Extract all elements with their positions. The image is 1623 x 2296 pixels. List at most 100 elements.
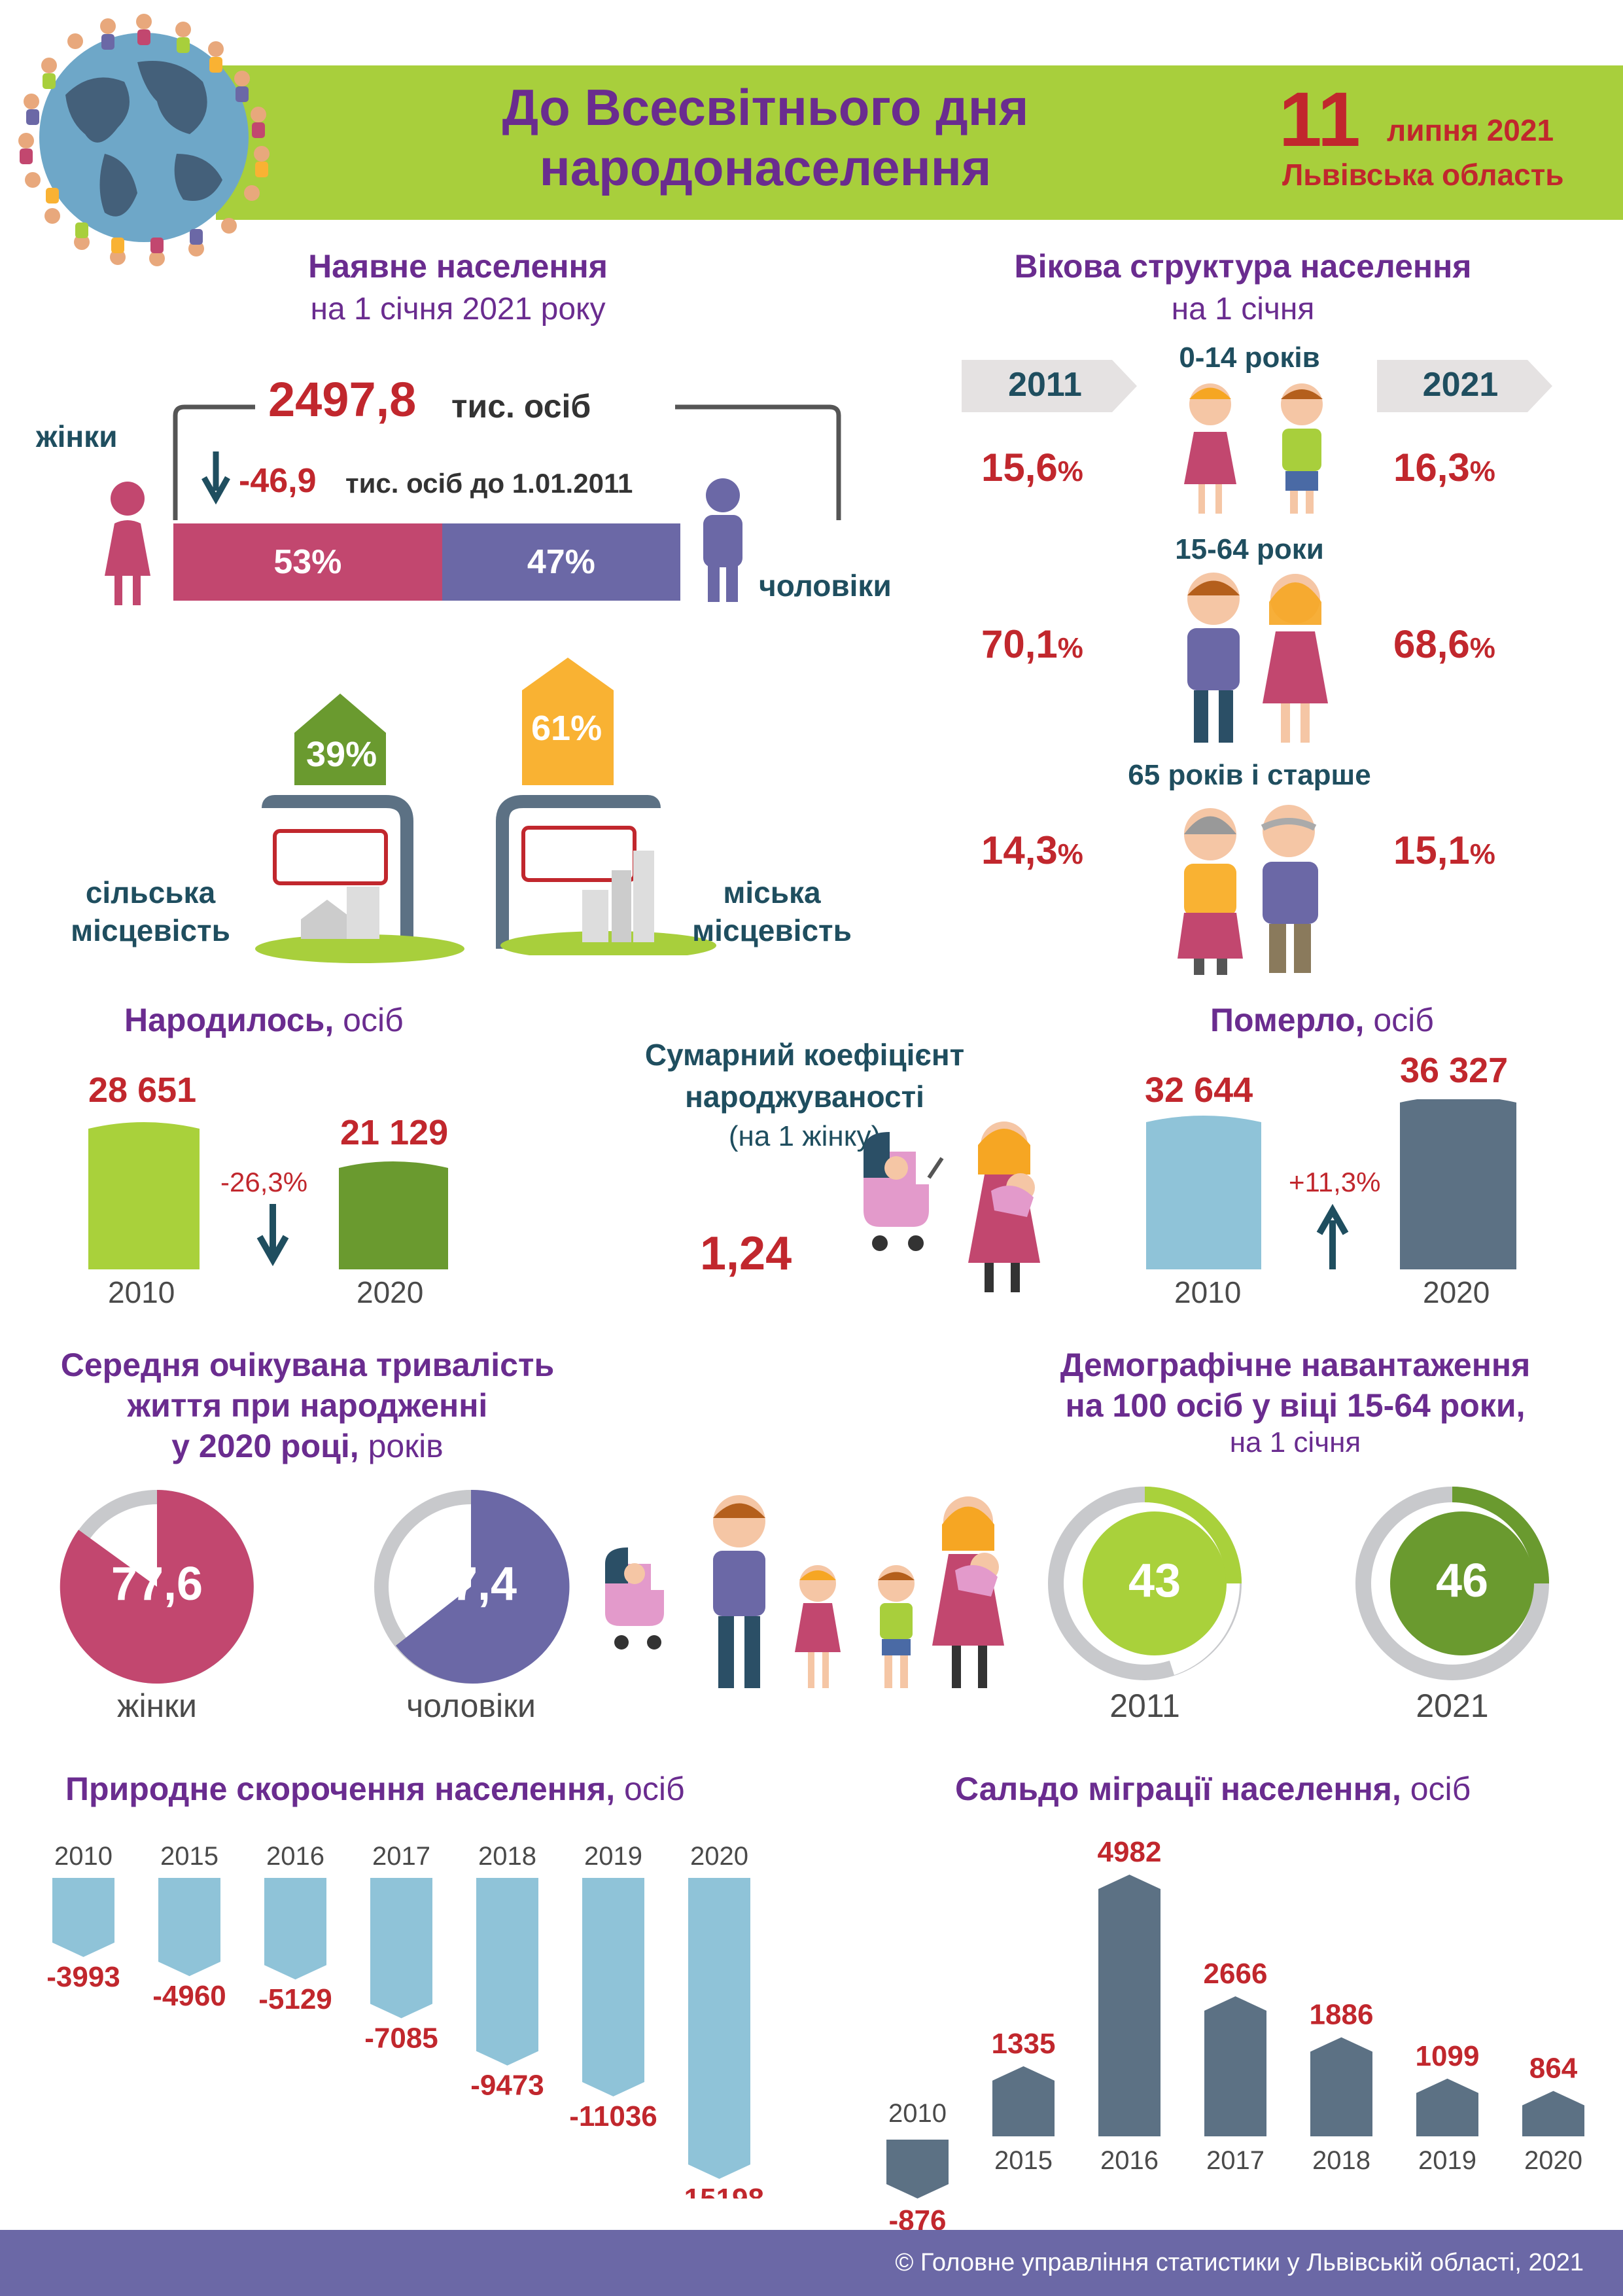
women-life-value: 77,6 (111, 1558, 203, 1610)
migration-chart: 2010 -876 1335 2015 4982 2016 2666 2017 1886 2018… (864, 1812, 1609, 2231)
life-expectancy-title: Середня очікувана тривалість життя при н… (60, 1347, 555, 1464)
rural-signpost (255, 694, 464, 963)
migration-year: 2020 (1524, 2146, 1582, 2175)
year-2011-label: 2011 (1008, 366, 1082, 404)
natural-decrease-bar (370, 1878, 432, 2019)
migration-bar (1522, 2091, 1584, 2136)
deaths-title: Померло, осіб (1210, 1002, 1434, 1038)
women-life-label: жінки (117, 1687, 197, 1724)
men-life-value: 67,4 (425, 1558, 517, 1610)
migration-bar (992, 2066, 1055, 2136)
fertility-value: 1,24 (700, 1227, 792, 1280)
population-change-text: тис. осіб до 1.01.2011 (345, 468, 633, 499)
migration-year: 2017 (1206, 2146, 1265, 2175)
natural-decrease-value: -15198 (674, 2183, 764, 2199)
deaths-2010-year: 2010 (1174, 1275, 1242, 1309)
natural-decrease-year: 2018 (478, 1842, 536, 1871)
life-expectancy-donuts (60, 1489, 570, 1684)
natural-decrease-value: -9473 (470, 2070, 544, 2102)
age-value-2011: 15,6% (981, 446, 1083, 489)
age-group-label: 15-64 роки (1175, 533, 1324, 565)
deaths-2020-value: 36 327 (1400, 1051, 1509, 1090)
natural-decrease-year: 2010 (54, 1842, 113, 1871)
population-total: 2497,8 (268, 372, 417, 427)
births-2010-year: 2010 (108, 1275, 175, 1309)
migration-svg: 2010 -876 1335 2015 4982 2016 2666 2017 1886 2018… (886, 1836, 1584, 2231)
footer-bar: © Головне управління статистики у Львівс… (0, 2230, 1623, 2296)
dependency-2021-value: 46 (1435, 1555, 1489, 1607)
region-label: Львівська область (1282, 158, 1564, 192)
header-banner (216, 65, 1623, 220)
dependency-2011-year: 2011 (1109, 1687, 1180, 1724)
migration-year: 2018 (1312, 2146, 1370, 2175)
births-2010-value: 28 651 (88, 1070, 197, 1110)
women-label: жінки (36, 419, 118, 453)
age-group-label: 65 років і старше (1128, 759, 1371, 791)
men-pct: 47% (527, 543, 595, 581)
age-group-label: 0-14 років (1179, 342, 1320, 374)
deaths-bars (1146, 1099, 1516, 1269)
women-share-bar: 53% (173, 523, 442, 601)
globe-logo (18, 14, 270, 266)
dependency-2021-year: 2021 (1416, 1687, 1489, 1724)
natural-decrease-value: -11036 (569, 2100, 657, 2132)
natural-decrease-bar (52, 1878, 114, 1957)
natural-decrease-bar (582, 1878, 644, 2097)
age-structure-title: Вікова структура населення (1014, 248, 1472, 285)
migration-value: 4982 (1098, 1836, 1162, 1868)
natural-decrease-year: 2016 (266, 1842, 324, 1871)
migration-value: 1335 (992, 2028, 1056, 2060)
natural-decrease-year: 2017 (372, 1842, 430, 1871)
natural-decrease-year: 2019 (584, 1842, 642, 1871)
natural-decrease-bar (476, 1878, 538, 2066)
deaths-2020-year: 2020 (1423, 1275, 1490, 1309)
natural-decrease-bar (158, 1878, 220, 1977)
natural-decrease-svg: 2010 -3993 2015 -4960 2016 -5129 2017 -7085 2018… (46, 1842, 764, 2199)
natural-decrease-year: 2015 (160, 1842, 218, 1871)
elderly-icon (1178, 805, 1318, 975)
date-month-year: липня 2021 (1387, 113, 1554, 147)
natural-decrease-bar (264, 1878, 326, 1980)
natural-decrease-value: -5129 (258, 1983, 332, 2015)
migration-year: 2015 (994, 2146, 1053, 2175)
gender-bar: 53% 47% (173, 523, 680, 601)
children-icon (1184, 383, 1323, 514)
rural-label: сільська місцевість (71, 875, 230, 947)
migration-value: 1886 (1310, 1999, 1374, 2031)
page-title: До Всесвітнього дня народонаселення (502, 79, 1029, 196)
urban-pct: 61% (531, 709, 602, 748)
migration-bar (1098, 1875, 1161, 2136)
natural-decrease-year: 2020 (690, 1842, 748, 1871)
age-structure-subtitle: на 1 січня (1171, 292, 1315, 327)
age-value-2011: 14,3% (981, 828, 1083, 872)
age-value-2021: 15,1% (1393, 828, 1495, 872)
migration-value: 864 (1529, 2053, 1578, 2085)
man-icon (703, 478, 742, 602)
deaths-2010-value: 32 644 (1145, 1070, 1253, 1110)
year-2021-label: 2021 (1422, 366, 1499, 404)
men-life-label: чоловіки (406, 1687, 536, 1724)
dependency-2011-value: 43 (1128, 1555, 1181, 1607)
urban-signpost (496, 658, 716, 955)
natural-decrease-title: Природне скорочення населення, осіб (65, 1771, 685, 1807)
migration-value: -876 (888, 2204, 946, 2231)
fertility-subtitle: (на 1 жінку) (728, 1120, 881, 1152)
woman-icon (105, 482, 150, 605)
natural-decrease-value: -4960 (152, 1980, 226, 2012)
migration-title: Сальдо міграції населення, осіб (955, 1771, 1471, 1807)
population-bracket (173, 404, 841, 520)
year-arrow-2021 (1377, 360, 1552, 412)
natural-decrease-chart: 2010 -3993 2015 -4960 2016 -5129 2017 -7085 2018… (26, 1832, 785, 2199)
adults-icon (1187, 573, 1328, 743)
migration-value: 2666 (1204, 1958, 1268, 1990)
rural-pct: 39% (306, 735, 377, 774)
men-share-bar: 47% (442, 523, 680, 601)
migration-value: 1099 (1416, 2040, 1480, 2072)
population-change: -46,9 (239, 462, 317, 500)
migration-year: 2010 (888, 2099, 947, 2128)
migration-bar (1416, 2078, 1478, 2136)
natural-decrease-value: -3993 (46, 1961, 120, 1993)
age-value-2021: 68,6% (1393, 622, 1495, 666)
natural-decrease-value: -7085 (364, 2022, 438, 2054)
births-bars (88, 1122, 448, 1269)
